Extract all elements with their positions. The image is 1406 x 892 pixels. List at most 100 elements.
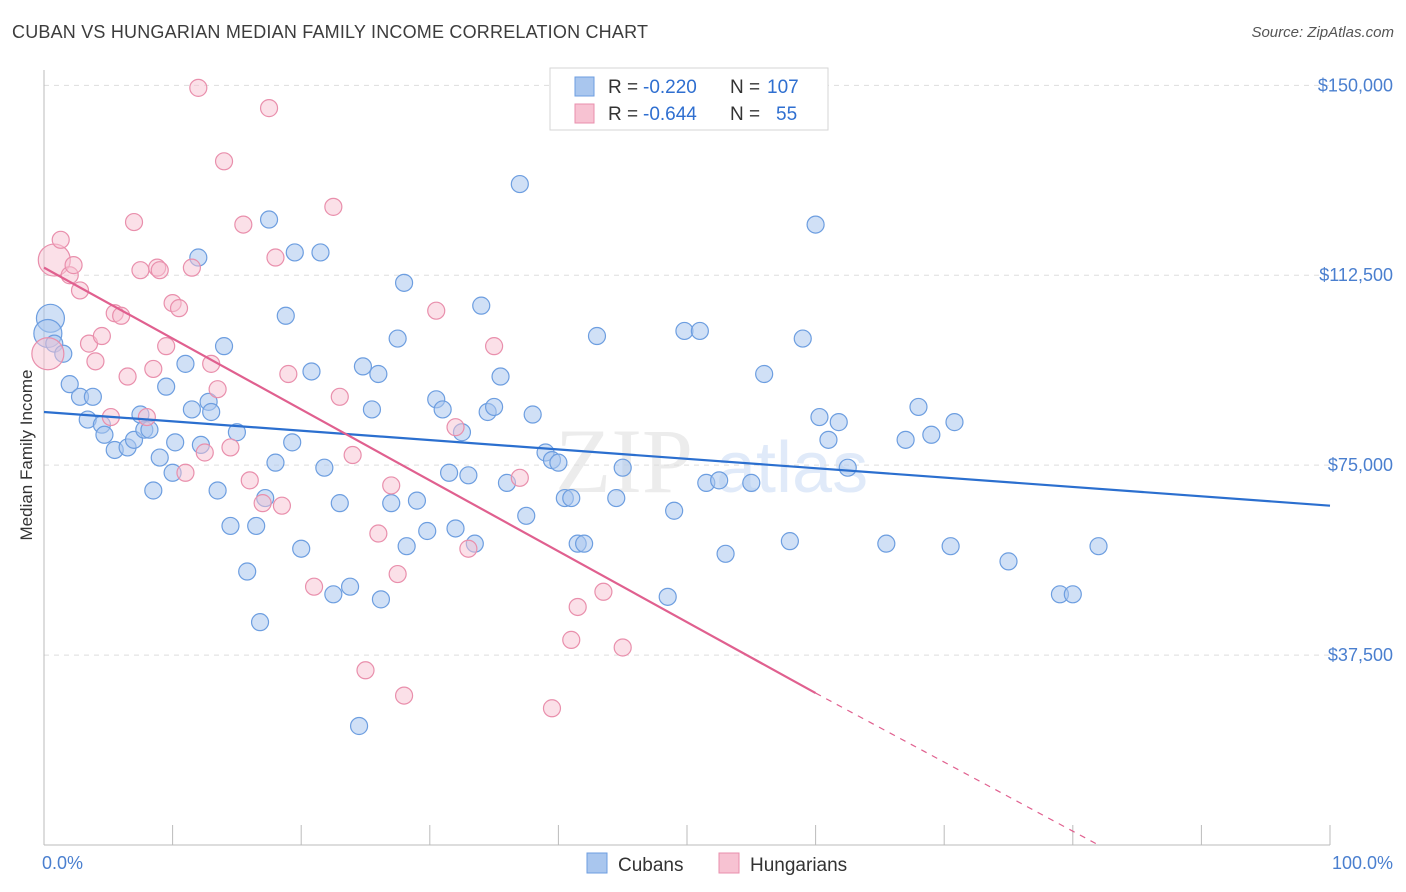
series-legend: Cubans Hungarians [586,852,847,876]
cuban-point [941,537,960,556]
hungarian-point [51,230,70,249]
cuban-point [382,494,401,513]
hungarian-point [182,258,201,277]
hungarian-point [427,301,446,320]
hungarian-point [382,476,401,495]
cuban-point [810,407,829,427]
cuban-point [999,552,1018,571]
hungarian-point [343,445,362,465]
cuban-point [658,587,677,606]
hungarian-point [137,407,156,427]
cuban-point [388,329,407,348]
cuban-point [369,364,388,384]
cuban-point [157,377,176,396]
hungarian-point [86,352,105,371]
hungarian-r-value: -0.644 [643,104,697,125]
cuban-point [829,413,848,432]
hungarian-point [356,661,375,680]
y-tick-label: $37,500 [1328,645,1393,665]
cuban-point [896,430,915,449]
hungarian-point [562,630,581,649]
hungarian-point [542,699,562,718]
hungarian-point [234,215,253,234]
hungarian-n-label: N = [730,104,760,125]
x-tick-labels: 0.0% 100.0% [42,853,1393,873]
cuban-point [439,463,459,482]
cuban-point [407,491,427,510]
hungarian-point [459,539,478,558]
cuban-point [562,488,581,508]
hungarian-point [594,582,613,601]
cuban-point [418,521,437,541]
hungarian-point [369,524,388,543]
cuban-point [221,516,240,536]
cuban-point [250,613,270,632]
cuban-point [83,387,102,406]
cuban-point [433,400,452,419]
hungarian-point [304,577,324,596]
cuban-point [371,590,391,609]
cuban-point [793,329,812,348]
cuban-point [353,357,373,376]
cuban-point [675,321,694,341]
cuban-point [182,400,201,419]
cuban-point [491,367,510,386]
cuban-point [485,397,504,417]
cuban-point [716,544,735,563]
cuban-trend-line [43,410,1331,507]
cuban-point [945,413,964,432]
cuban-point [144,481,163,500]
cuban-point [349,716,369,736]
hungarian-point [176,463,195,482]
hungarian-point [272,496,292,515]
hungarian-point [208,380,227,399]
cuban-point [510,174,529,194]
cuban-point [806,215,825,234]
cuban-point [150,448,169,467]
cuban-point [472,296,491,315]
cuban-point [838,458,857,477]
hungarian-point [324,197,343,216]
hungarian-point [388,564,407,584]
cuban-point [266,453,285,472]
source-label: Source: ZipAtlas.com [1251,24,1394,41]
cuban-point [523,405,542,424]
cuban-n-value: 107 [767,77,799,98]
x-tick-label-max: 100.0% [1332,853,1393,873]
hungarian-trend-extension [815,692,1099,846]
cuban-point [549,453,568,472]
hungarian-point [195,443,214,462]
cuban-point [1089,537,1108,556]
cuban-point [315,458,334,477]
cuban-point [587,326,607,346]
cuban-point [1063,585,1082,604]
hungarian-point [118,367,137,386]
cuban-point [575,534,594,553]
hungarian-point [253,494,272,513]
stats-legend: R = -0.220 N = 107 R = -0.644 N = 55 [549,67,829,131]
hungarian-trend-line [43,266,817,695]
cuban-point [742,473,761,492]
hungarian-point [613,638,632,657]
cuban-point [276,306,295,325]
cuban-point [166,433,185,452]
cuban-point [176,354,195,373]
cuban-point [877,534,896,553]
y-tick-labels: $37,500 $75,000 $112,500 $150,000 [1318,75,1393,665]
cubans-legend-label: Cubans [618,855,684,876]
hungarian-point [131,261,150,280]
cuban-point [922,425,941,444]
cuban-point [208,481,227,500]
hungarian-point [92,326,111,346]
cuban-point [227,423,246,442]
cuban-r-value: -0.220 [643,77,697,98]
cuban-point [285,243,304,262]
hungarian-point [169,299,189,318]
hungarian-point [485,337,504,356]
cuban-point [259,210,279,229]
hungarian-point [279,364,298,384]
cuban-point [397,537,416,556]
cuban-point [330,494,349,513]
hungarian-point [266,248,285,267]
